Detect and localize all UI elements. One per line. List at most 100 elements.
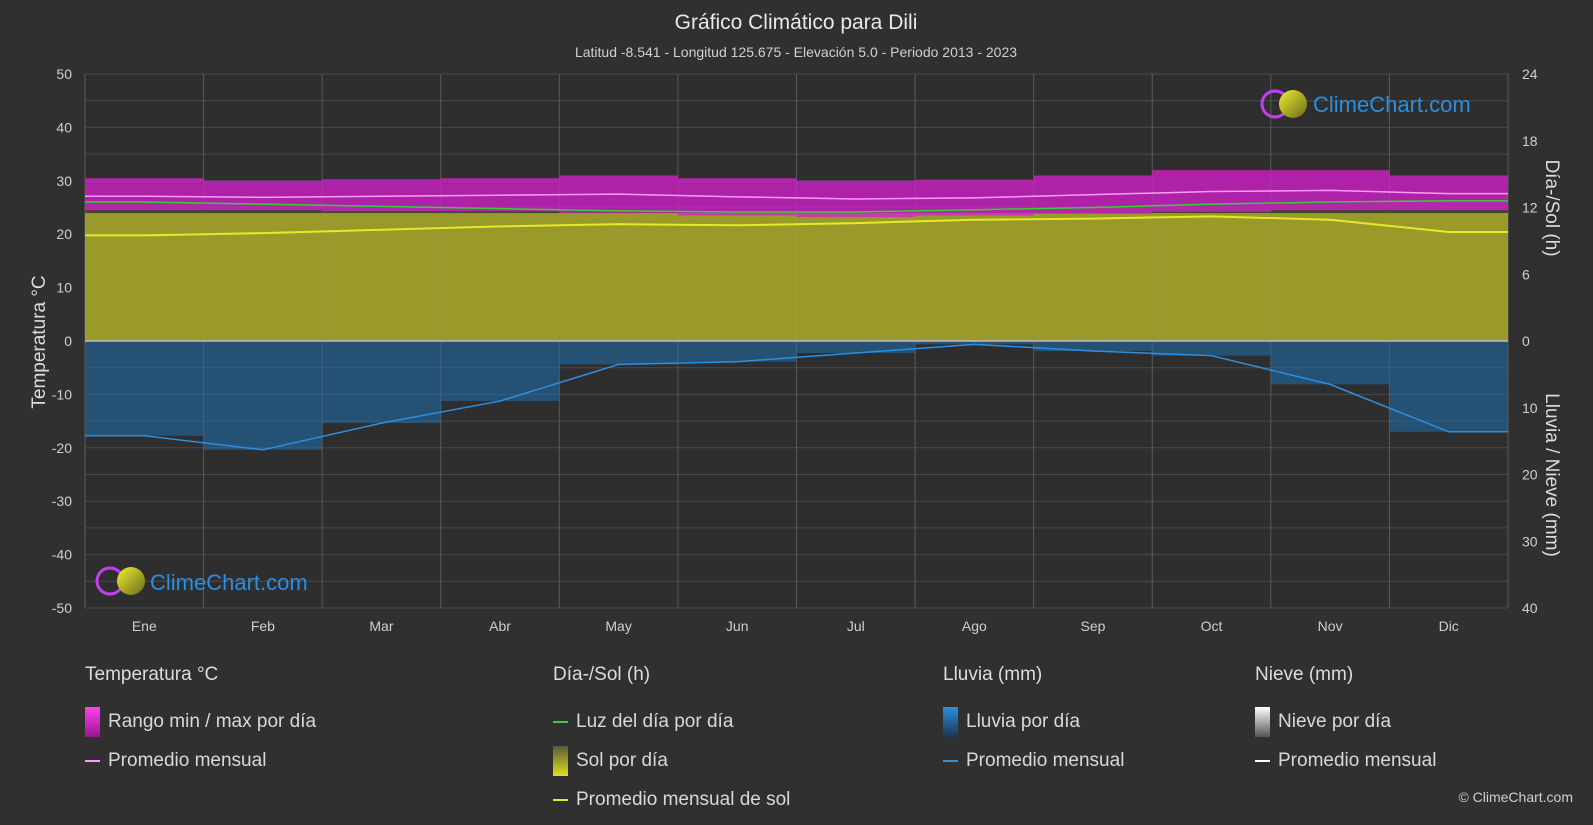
y-right-top-tick-label: 12 [1522,200,1538,216]
rain-swatch [943,706,958,737]
y-left-tick-label: 0 [64,333,72,349]
legend-header: Lluvia (mm) [943,664,1043,685]
x-tick-label: Ene [132,618,157,634]
legend-label: Promedio mensual [108,749,267,771]
y-left-tick-label: -50 [52,600,72,616]
y-left-tick-label: -10 [52,386,72,402]
rain-bar [85,341,204,436]
legend-item: Promedio mensual [943,741,1124,780]
y-axis-left-label: Temperatura °C [29,275,50,408]
temp-range-swatch [85,706,100,737]
sun-bar [677,213,797,341]
y-right-bottom-tick-label: 10 [1522,400,1538,416]
x-tick-label: Ago [962,618,987,634]
copyright: © ClimeChart.com [1458,789,1573,805]
y-left-tick-label: -40 [52,547,72,563]
y-left-tick-label: 30 [56,173,72,189]
x-tick-label: Feb [251,618,275,634]
legend-header: Día-/Sol (h) [553,664,651,685]
legend-rain: Lluvia (mm) Lluvia por día Promedio mens… [943,664,1124,780]
rain-bar [203,341,323,450]
sun-bar [440,213,560,341]
y-right-top-tick-label: 18 [1522,133,1538,149]
rain-bar [1389,341,1508,432]
x-tick-label: Dic [1439,618,1459,634]
rain-bar [440,341,560,402]
y-right-top-tick-label: 24 [1522,66,1538,82]
temp-range-band [203,180,323,211]
legend-label: Lluvia por día [966,710,1081,732]
x-tick-label: Oct [1201,618,1223,634]
legend-label: Sol por día [576,749,668,771]
x-tick-label: May [605,618,631,634]
rain-bar [796,341,916,354]
rain-bar [1033,341,1153,352]
temp-avg-swatch [85,759,100,762]
legend-snow: Nieve (mm) Nieve por día Promedio mensua… [1255,664,1436,780]
legend-item: Luz del día por día [553,702,790,741]
sun-bar [1270,213,1390,341]
x-tick-label: Jul [847,618,865,634]
legend-label: Luz del día por día [576,710,734,732]
legend-label: Nieve por día [1278,710,1392,732]
daylight-line [85,200,1508,213]
x-tick-label: Abr [489,618,511,634]
legend-item: Lluvia por día [943,702,1124,741]
legend-label: Promedio mensual [1278,749,1437,771]
y-left-tick-label: -30 [52,493,72,509]
sun-bar [322,213,441,341]
legend-item: Promedio mensual de sol [553,780,790,819]
legend-label: Promedio mensual de sol [576,788,791,810]
sun-swatch [553,745,568,776]
logo-sun-icon [117,567,145,595]
temp-range-band [85,178,204,211]
legend-item: Promedio mensual [1255,741,1436,780]
sun-bar [1033,213,1153,341]
legend-item: Sol por día [553,741,790,780]
logo-text: ClimeChart.com [1313,92,1471,117]
rain-bar [677,341,797,362]
y-left-tick-label: 10 [56,280,72,296]
legend-sun: Día-/Sol (h) Luz del día por día Sol por… [553,664,790,819]
y-left-tick-label: 20 [56,226,72,242]
legend-header: Temperatura °C [85,664,219,685]
snow-avg-swatch [1255,759,1270,762]
x-tick-label: Jun [726,618,749,634]
y-left-tick-label: -20 [52,440,72,456]
legend-item: Promedio mensual [85,741,316,780]
rain-bar [1270,341,1390,385]
sun-bar [559,213,678,341]
chart-subtitle: Latitud -8.541 - Longitud 125.675 - Elev… [575,44,1017,60]
y-axis-right-top-label: Día-/Sol (h) [1541,159,1562,256]
legend-label: Promedio mensual [966,749,1125,771]
legend-temperature: Temperatura °C Rango min / max por día P… [85,664,316,780]
sun-bar [796,213,916,341]
rain-bar [322,341,441,424]
rain-bar [1152,341,1271,356]
rain-bar [915,341,1034,345]
y-right-top-tick-label: 6 [1522,266,1530,282]
rain-bar [559,341,678,365]
logo-bottom: ClimeChart.com [95,566,308,596]
y-right-bottom-tick-label: 40 [1522,600,1538,616]
x-tick-label: Nov [1318,618,1343,634]
y-left-tick-label: 40 [56,119,72,135]
y-left-tick-label: 50 [56,66,72,82]
x-tick-label: Mar [369,618,393,634]
temp-avg-line [85,189,1508,200]
sun-avg-swatch [553,798,568,801]
y-right-top-tick-label: 0 [1522,333,1530,349]
legend-label: Rango min / max por día [108,710,317,732]
y-right-bottom-tick-label: 30 [1522,533,1538,549]
logo-top: ClimeChart.com [1260,89,1471,119]
logo-sun-icon [1279,90,1307,118]
y-axis-right-bottom-label: Lluvia / Nieve (mm) [1541,393,1562,557]
axes: 50 40 30 20 10 0 -10 -20 -30 -40 -50 24 18 12 6 0 10 20 30… [52,66,1538,634]
sun-bar [915,213,1034,341]
rain-avg-line [85,343,1508,451]
legend-item: Rango min / max por día [85,702,316,741]
chart-marks [85,170,1508,451]
chart-title: Gráfico Climático para Dili [675,11,918,34]
sun-avg-line [85,215,1508,237]
